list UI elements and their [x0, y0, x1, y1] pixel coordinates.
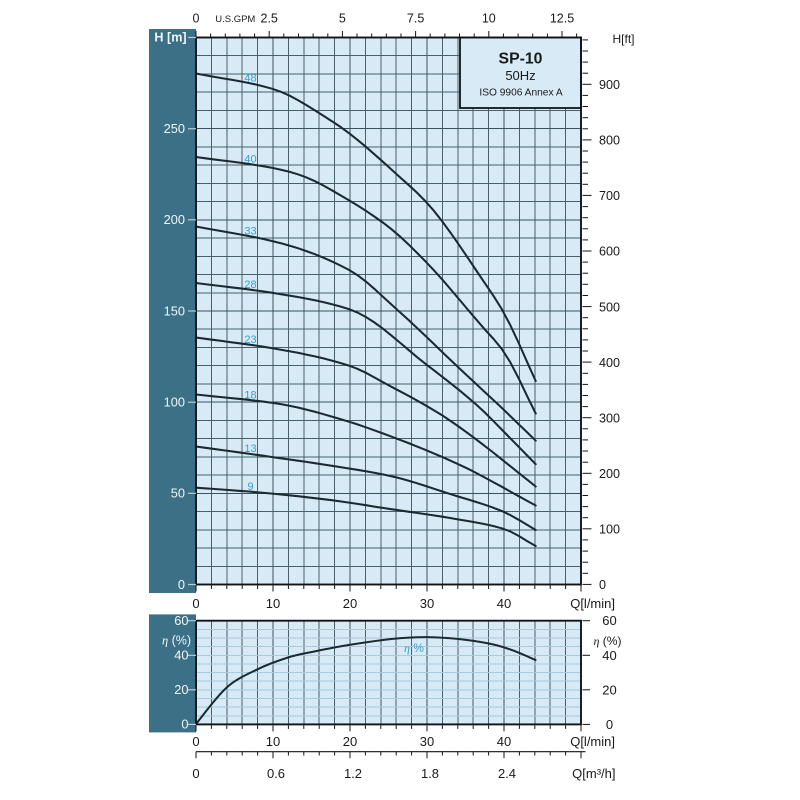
- svg-text:Q[l/min]: Q[l/min]: [570, 596, 615, 611]
- svg-text:10: 10: [482, 12, 496, 26]
- svg-text:0: 0: [178, 577, 185, 592]
- svg-text:0: 0: [599, 578, 606, 592]
- svg-text:20: 20: [343, 734, 357, 749]
- svg-text:0: 0: [181, 717, 188, 732]
- svg-text:9: 9: [247, 481, 253, 493]
- svg-text:60: 60: [602, 613, 616, 628]
- svg-text:100: 100: [599, 523, 620, 537]
- svg-text:1.2: 1.2: [344, 766, 362, 781]
- svg-text:0: 0: [193, 12, 200, 26]
- svg-text:50Hz: 50Hz: [505, 68, 535, 83]
- svg-text:200: 200: [164, 212, 185, 227]
- svg-text:30: 30: [420, 596, 434, 611]
- svg-text:20: 20: [602, 682, 616, 697]
- svg-text:200: 200: [599, 467, 620, 481]
- svg-text:Q[l/min]: Q[l/min]: [570, 734, 615, 749]
- svg-text:20: 20: [343, 596, 357, 611]
- svg-text:50: 50: [171, 486, 185, 501]
- svg-text:40: 40: [497, 734, 511, 749]
- svg-text:18: 18: [244, 389, 256, 401]
- svg-text:η %: η %: [404, 641, 424, 655]
- svg-text:2.5: 2.5: [261, 12, 278, 26]
- svg-text:40: 40: [244, 153, 256, 165]
- svg-text:150: 150: [164, 303, 185, 318]
- svg-text:ISO 9906 Annex A: ISO 9906 Annex A: [479, 88, 562, 99]
- svg-text:250: 250: [164, 121, 185, 136]
- svg-text:700: 700: [599, 189, 620, 203]
- svg-text:300: 300: [599, 411, 620, 425]
- svg-text:40: 40: [497, 596, 511, 611]
- svg-text:0: 0: [192, 596, 199, 611]
- svg-text:28: 28: [244, 279, 256, 291]
- svg-text:500: 500: [599, 300, 620, 314]
- svg-text:H[ft]: H[ft]: [612, 32, 634, 46]
- svg-text:600: 600: [599, 245, 620, 259]
- svg-text:900: 900: [599, 78, 620, 92]
- svg-text:η (%): η (%): [162, 634, 191, 648]
- svg-text:48: 48: [244, 73, 256, 85]
- svg-text:U.S.GPM: U.S.GPM: [215, 14, 255, 25]
- svg-text:12.5: 12.5: [550, 12, 574, 26]
- svg-text:13: 13: [244, 443, 256, 455]
- svg-text:800: 800: [599, 134, 620, 148]
- svg-text:100: 100: [164, 395, 185, 410]
- svg-text:0: 0: [192, 734, 199, 749]
- svg-text:5: 5: [339, 12, 346, 26]
- svg-text:H [m]: H [m]: [154, 30, 186, 44]
- svg-text:0.6: 0.6: [267, 766, 285, 781]
- svg-text:Q[m³/h]: Q[m³/h]: [572, 766, 615, 781]
- svg-text:0: 0: [606, 717, 613, 732]
- svg-text:400: 400: [599, 356, 620, 370]
- svg-text:40: 40: [602, 648, 616, 663]
- svg-text:10: 10: [266, 596, 280, 611]
- svg-text:2.4: 2.4: [498, 766, 516, 781]
- svg-text:1.8: 1.8: [421, 766, 439, 781]
- svg-text:SP-10: SP-10: [499, 51, 543, 68]
- svg-text:7.5: 7.5: [407, 12, 424, 26]
- svg-text:0: 0: [192, 766, 199, 781]
- svg-text:60: 60: [174, 613, 188, 628]
- svg-text:20: 20: [174, 682, 188, 697]
- svg-text:30: 30: [420, 734, 434, 749]
- svg-text:η (%): η (%): [594, 634, 622, 648]
- svg-text:23: 23: [244, 334, 256, 346]
- svg-text:40: 40: [174, 648, 188, 663]
- svg-text:10: 10: [266, 734, 280, 749]
- svg-text:33: 33: [244, 226, 256, 238]
